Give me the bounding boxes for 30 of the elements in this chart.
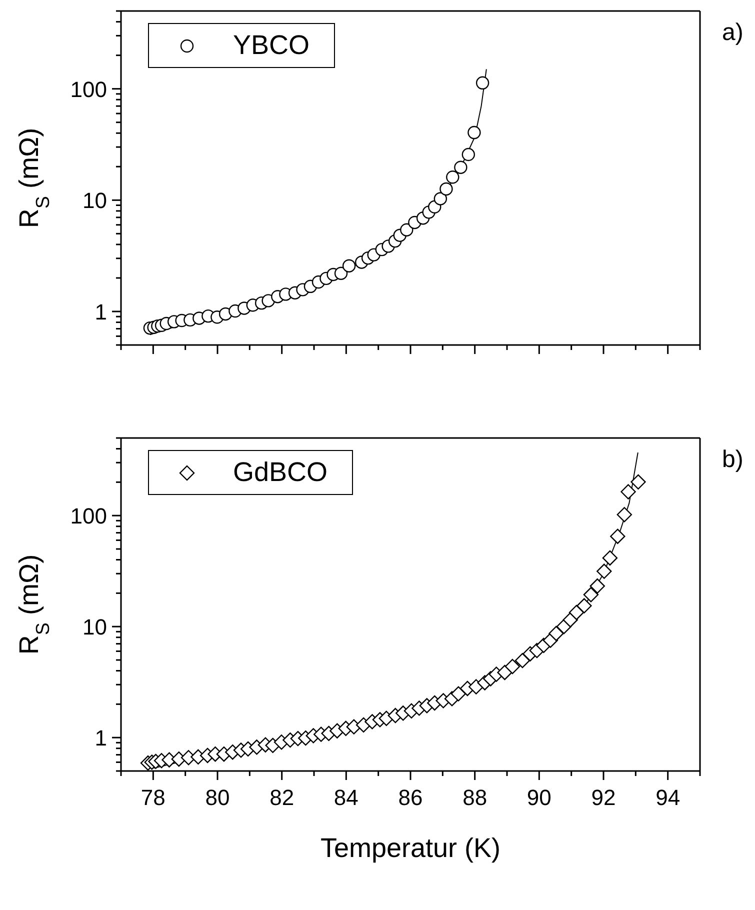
x-tick-label: 82: [270, 785, 294, 810]
y-tick-label: 10: [82, 188, 107, 214]
x-tick-label: 80: [205, 785, 230, 810]
legend-label: GdBCO: [233, 457, 328, 488]
x-tick-label: 92: [591, 785, 616, 810]
text: a): [722, 19, 744, 47]
x-tick-label: 90: [526, 785, 552, 810]
point: [462, 148, 475, 162]
x-tick-label: 86: [398, 785, 423, 810]
y-tick-label: 1: [94, 726, 107, 751]
y-tick-label: 10: [82, 614, 107, 640]
y-tick-label: 100: [70, 76, 107, 102]
point: [446, 170, 460, 184]
point: [476, 76, 490, 90]
x-tick-label: 94: [656, 785, 680, 810]
y-tick-label: 1: [94, 299, 107, 324]
legend-label: YBCO: [233, 30, 310, 61]
x-tick-label: 78: [140, 785, 166, 810]
x-axis-title: Temperatur (K): [320, 833, 501, 863]
point: [334, 266, 348, 280]
point: [468, 126, 481, 140]
x-tick-label: 84: [334, 785, 358, 810]
point: [440, 182, 453, 196]
point: [400, 223, 414, 236]
y-tick-label: 100: [70, 504, 107, 529]
x-tick-label: 88: [462, 785, 488, 810]
point: [434, 192, 448, 206]
text: b): [722, 446, 744, 474]
point: [342, 259, 356, 272]
point: [454, 160, 468, 174]
